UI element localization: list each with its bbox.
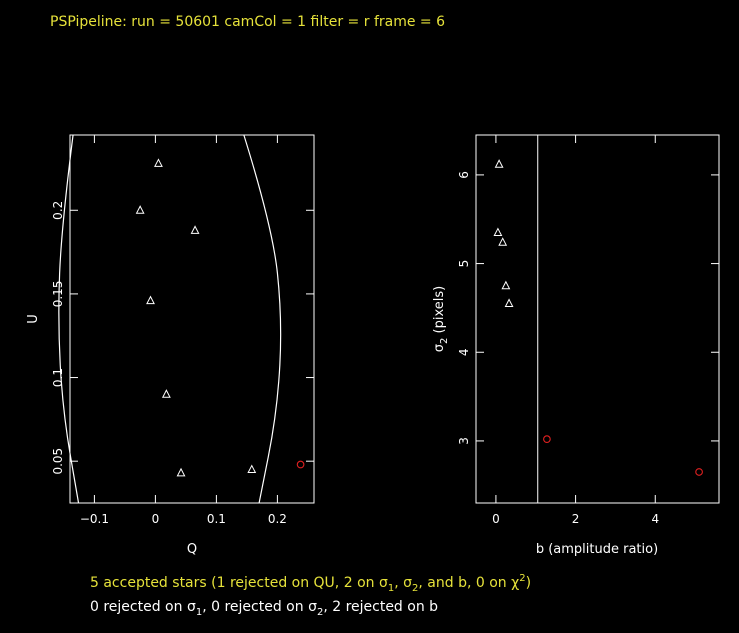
page-title: PSPipeline: run = 50601 camCol = 1 filte… — [50, 14, 445, 30]
qu-x-axis-label: Q — [187, 542, 197, 557]
sigma-b-plot-frame — [475, 134, 720, 504]
sigma-b-y-tick-label: 5 — [457, 260, 471, 268]
summary1-a: 5 accepted stars (1 rejected on QU, 2 on — [90, 575, 379, 591]
qu-boundary-curve — [58, 134, 80, 504]
qu-y-tick-label: 0.15 — [51, 281, 65, 308]
qu-accepted-point — [135, 205, 145, 214]
sigma-b-accepted-point — [498, 237, 508, 246]
summary-accepted-line: 5 accepted stars (1 rejected on QU, 2 on… — [90, 573, 531, 594]
sigma-b-accepted-point — [494, 159, 504, 168]
sigma-b-accepted-point — [501, 280, 511, 290]
qu-accepted-point — [190, 225, 200, 234]
summary1-sup-2: 2 — [519, 573, 525, 584]
sigma-b-x-tick-label: 0 — [492, 512, 500, 526]
summary1-b: , and b, 0 on — [418, 575, 511, 591]
qu-rejected-point — [296, 460, 305, 469]
summary1-sigma-b: σ — [403, 575, 412, 591]
sigma-b-x-tick-label: 4 — [651, 512, 659, 526]
sigma-b-x-axis-label: b (amplitude ratio) — [536, 542, 658, 557]
qu-accepted-point — [161, 389, 171, 398]
qu-y-tick-label: 0.1 — [51, 368, 65, 387]
sigma-b-x-tick-label: 2 — [572, 512, 580, 526]
qu-accepted-point — [176, 467, 186, 477]
summary2-c: , 2 rejected on b — [323, 599, 438, 615]
summary2-sigma-b: σ — [308, 599, 317, 615]
sigma-b-y-tick-label: 4 — [457, 348, 471, 356]
summary1-sub-1: 1 — [388, 583, 394, 594]
qu-plot-content: −0.1 0 0.1 0.2 0.05 0.1 0.15 0.2 — [51, 134, 314, 526]
qu-x-tick-label: −0.1 — [80, 512, 109, 526]
sigma-b-accepted-point — [493, 227, 503, 237]
summary1-sep: , — [394, 575, 403, 591]
qu-y-axis-label: U — [26, 314, 41, 324]
summary1-c: ) — [526, 575, 531, 591]
summary-rejected-line: 0 rejected on σ1, 0 rejected on σ2, 2 re… — [90, 599, 438, 618]
qu-accepted-point — [247, 464, 257, 474]
qu-accepted-point — [154, 158, 163, 167]
summary1-sub-2: 2 — [412, 583, 418, 594]
qu-accepted-point — [146, 295, 155, 305]
sigma-b-y-tick-label: 3 — [457, 437, 471, 445]
summary2-b: , 0 rejected on — [202, 599, 308, 615]
summary2-sigma-a: σ — [187, 599, 196, 615]
qu-plot-panel: −0.1 0 0.1 0.2 0.05 0.1 0.15 0.2 Q U — [26, 134, 315, 557]
sigma-b-rejected-point — [543, 435, 551, 444]
sigma-b-rejected-point — [695, 468, 703, 476]
summary1-chi: χ — [511, 575, 519, 591]
y-label-rest: (pixels) — [432, 286, 447, 338]
qu-y-tick-label: 0.05 — [51, 448, 65, 475]
sigma-b-y-axis-label: σ2 (pixels) — [432, 286, 450, 352]
qu-plot-frame — [69, 134, 315, 504]
summary2-sub-2: 2 — [317, 607, 323, 618]
qu-x-tick-label: 0.1 — [207, 512, 226, 526]
qu-y-tick-label: 0.2 — [51, 201, 65, 220]
sigma-b-accepted-point — [504, 298, 514, 307]
summary2-a: 0 rejected on — [90, 599, 187, 615]
sigma-symbol: σ — [432, 344, 447, 352]
summary2-sub-1: 1 — [196, 607, 202, 618]
qu-x-tick-label: 0.2 — [268, 512, 287, 526]
sigma-b-y-tick-label: 6 — [457, 171, 471, 179]
qu-boundary-curve — [243, 134, 282, 504]
sigma-b-plot-content: 0 2 4 3 4 5 6 — [457, 135, 719, 526]
summary1-sigma-a: σ — [379, 575, 388, 591]
sigma-subscript: 2 — [439, 338, 450, 344]
qu-x-tick-label: 0 — [152, 512, 160, 526]
